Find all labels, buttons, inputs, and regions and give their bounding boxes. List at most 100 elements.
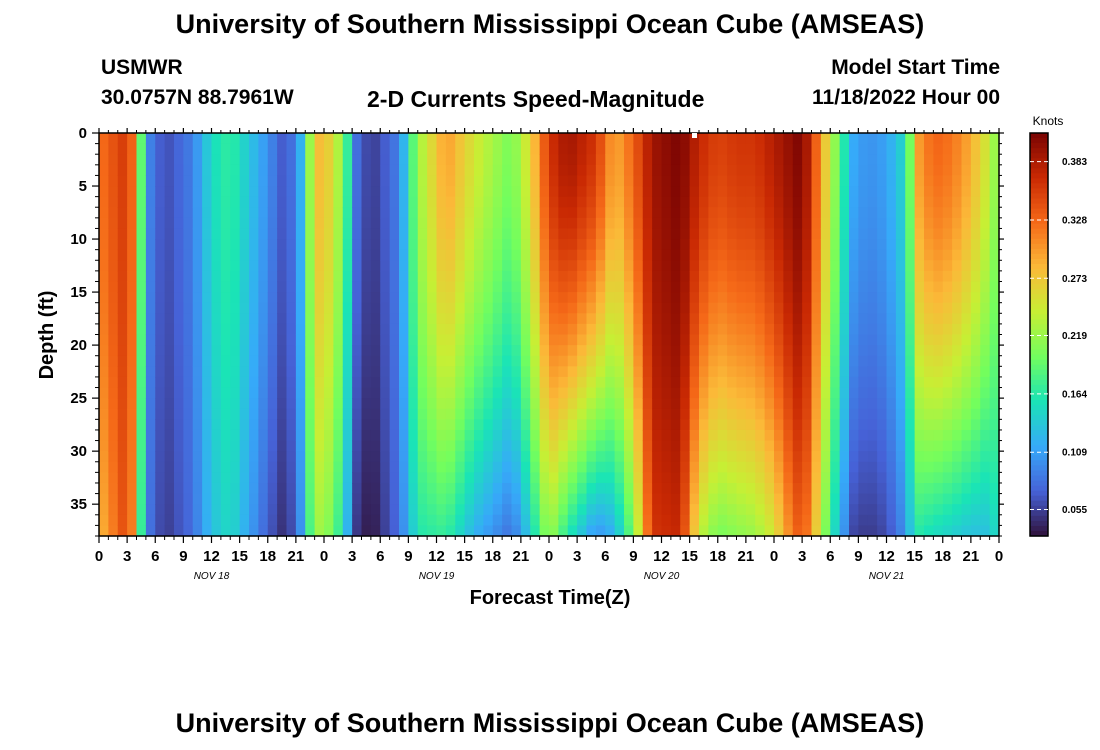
heatmap-cell: [202, 345, 213, 357]
heatmap-cell: [942, 398, 953, 410]
heatmap-cell: [333, 313, 344, 325]
heatmap-cell: [127, 461, 138, 473]
heatmap-cell: [239, 504, 250, 516]
heatmap-cell: [755, 249, 766, 261]
heatmap-cell: [492, 429, 503, 442]
x-tick-label: 12: [428, 548, 445, 565]
heatmap-cell: [155, 525, 166, 537]
heatmap-cell: [258, 164, 269, 177]
heatmap-cell: [220, 366, 231, 378]
heatmap-cell: [811, 440, 822, 452]
heatmap-cell: [849, 207, 859, 219]
heatmap-cell: [324, 376, 334, 389]
heatmap-cell: [436, 143, 447, 155]
heatmap-cell: [427, 196, 438, 208]
heatmap-cell: [389, 355, 400, 367]
heatmap-cell: [136, 440, 147, 452]
heatmap-cell: [567, 260, 578, 272]
heatmap-cell: [370, 154, 381, 166]
heatmap-cell: [136, 270, 147, 283]
heatmap-cell: [980, 323, 991, 336]
heatmap-cell: [492, 355, 503, 367]
heatmap-cell: [830, 493, 841, 505]
heatmap-cell: [520, 207, 531, 219]
heatmap-cell: [99, 249, 109, 261]
heatmap-cell: [295, 366, 306, 378]
heatmap-cell: [680, 525, 691, 537]
heatmap-cell: [699, 345, 709, 357]
heatmap-cell: [961, 482, 972, 495]
heatmap-cell: [680, 133, 691, 145]
heatmap-cell: [155, 186, 166, 198]
heatmap-cell: [708, 334, 719, 346]
heatmap-cell: [295, 387, 306, 399]
heatmap-cell: [520, 440, 531, 452]
heatmap-cell: [980, 270, 991, 283]
heatmap-cell: [380, 143, 391, 155]
heatmap-cell: [689, 440, 700, 452]
heatmap-cell: [661, 270, 672, 283]
heatmap-cell: [839, 228, 850, 240]
heatmap-cell: [924, 504, 934, 516]
heatmap-cell: [539, 408, 550, 420]
heatmap-cell: [549, 186, 559, 198]
heatmap-cell: [717, 355, 728, 367]
heatmap-cell: [745, 493, 756, 505]
heatmap-cell: [652, 154, 663, 166]
heatmap-cell: [614, 355, 625, 367]
heatmap-cell: [286, 334, 297, 346]
heatmap-cell: [399, 440, 409, 452]
heatmap-cell: [258, 334, 269, 346]
heatmap-cell: [633, 154, 644, 166]
heatmap-cell: [389, 196, 400, 208]
heatmap-cell: [352, 323, 363, 336]
colorbar-swatch: [1030, 465, 1048, 472]
heatmap-cell: [670, 493, 681, 505]
heatmap-cell: [286, 217, 297, 230]
heatmap-cell: [192, 175, 203, 187]
heatmap-cell: [436, 493, 447, 505]
heatmap-cell: [970, 440, 981, 452]
heatmap-cell: [511, 451, 522, 463]
heatmap-cell: [164, 451, 175, 463]
heatmap-cell: [736, 451, 747, 463]
heatmap-cell: [417, 345, 428, 357]
heatmap-cell: [605, 313, 616, 325]
heatmap-cell: [867, 525, 878, 537]
heatmap-cell: [249, 514, 259, 526]
heatmap-cell: [642, 175, 653, 187]
heatmap-cell: [399, 217, 409, 230]
heatmap-cell: [530, 504, 541, 516]
heatmap-cell: [520, 270, 531, 283]
heatmap-cell: [455, 175, 466, 187]
heatmap-cell: [774, 302, 784, 314]
heatmap-cell: [745, 175, 756, 187]
heatmap-cell: [370, 514, 381, 526]
heatmap-cell: [764, 376, 775, 389]
heatmap-cell: [370, 525, 381, 537]
heatmap-cell: [699, 292, 709, 304]
heatmap-cell: [492, 249, 503, 261]
heatmap-cell: [408, 281, 419, 293]
heatmap-cell: [502, 461, 513, 473]
heatmap-cell: [380, 154, 391, 166]
heatmap-cell: [99, 260, 109, 272]
heatmap-cell: [314, 334, 325, 346]
heatmap-cell: [427, 451, 438, 463]
heatmap-cell: [811, 217, 822, 230]
heatmap-cell: [942, 239, 953, 251]
heatmap-cell: [389, 387, 400, 399]
heatmap-cell: [305, 376, 316, 389]
heatmap-cell: [370, 387, 381, 399]
heatmap-cell: [792, 345, 803, 357]
heatmap-cell: [633, 398, 644, 410]
colorbar-swatch: [1030, 384, 1048, 391]
heatmap-cell: [614, 366, 625, 378]
heatmap-cell: [905, 281, 916, 293]
heatmap-cell: [849, 493, 859, 505]
heatmap-cell: [399, 482, 409, 495]
heatmap-cell: [792, 217, 803, 230]
heatmap-cell: [530, 493, 541, 505]
heatmap-cell: [670, 514, 681, 526]
heatmap-cell: [436, 207, 447, 219]
